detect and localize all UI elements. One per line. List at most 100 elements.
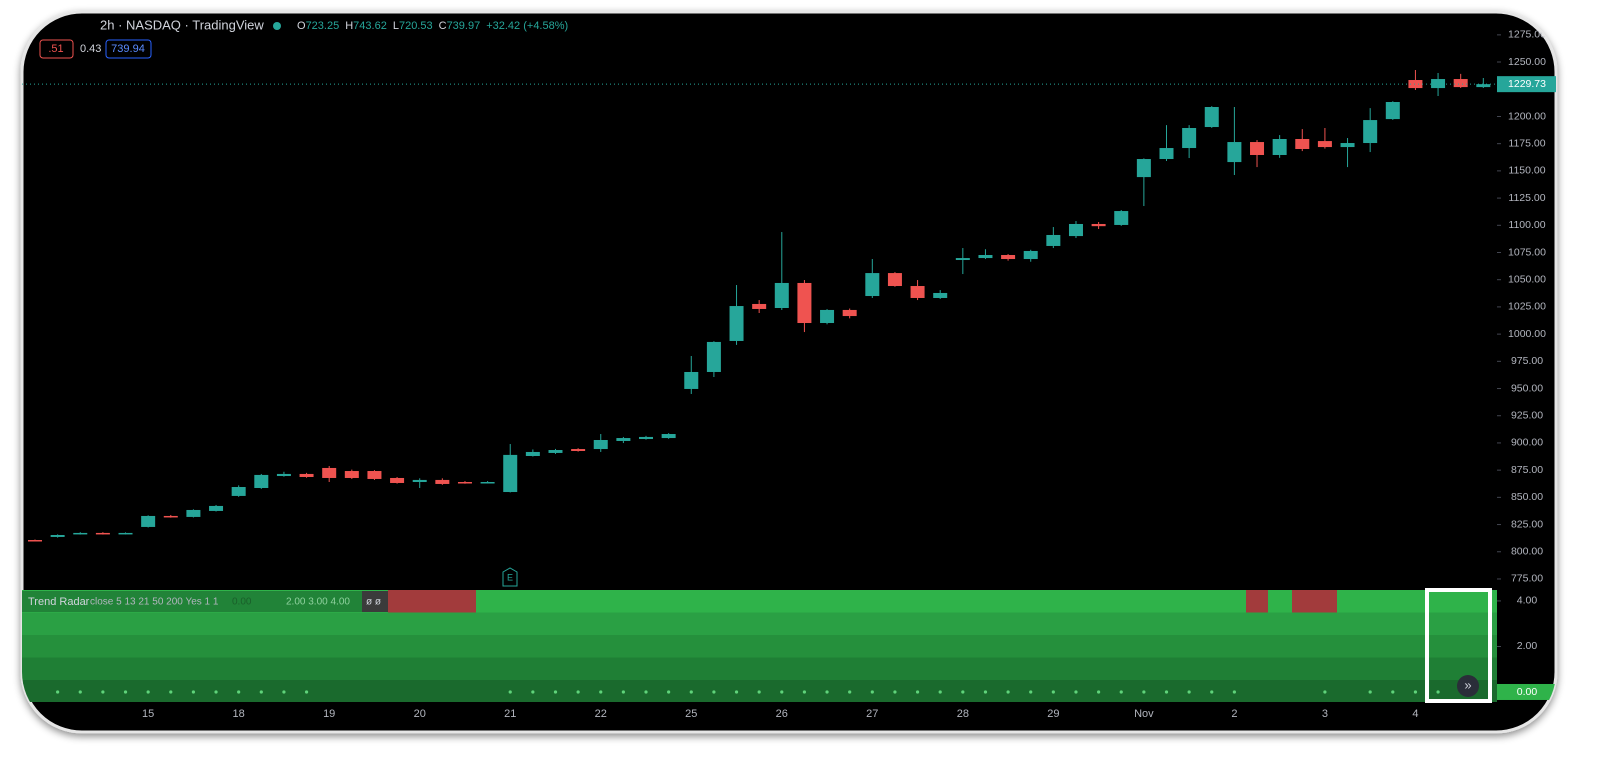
- dot: [870, 690, 874, 694]
- ohlc-value: 739.97: [447, 20, 481, 32]
- candle-body: [231, 487, 246, 496]
- y-tick-label: 1125.00: [1508, 192, 1545, 204]
- indicator-value: .51: [48, 43, 63, 55]
- dot: [1051, 690, 1055, 694]
- candle-body: [50, 535, 65, 537]
- ohlc-value: 743.62: [353, 20, 387, 32]
- dot: [531, 690, 535, 694]
- dot: [1391, 690, 1395, 694]
- x-tick-label: 21: [504, 708, 516, 720]
- dot: [553, 690, 558, 694]
- indicator-level: 0.00: [232, 597, 252, 608]
- candle-body: [435, 479, 450, 484]
- indicator-value: 739.94: [111, 43, 145, 55]
- y-tick-label: 950.00: [1511, 382, 1543, 394]
- candle-body: [593, 440, 608, 450]
- highlight-box: [1425, 588, 1492, 703]
- x-tick-label: 3: [1322, 708, 1328, 720]
- x-tick-label: 20: [414, 708, 426, 720]
- y-tick-label: 1050.00: [1508, 273, 1546, 285]
- dot: [893, 690, 897, 694]
- dot: [282, 690, 286, 694]
- x-tick-label: 29: [1047, 708, 1059, 720]
- candle-body: [1136, 159, 1151, 178]
- dot: [734, 690, 739, 694]
- indicator-panel: » Trend Radar close 5 13 21 50 200 Yes 1…: [22, 588, 1497, 703]
- candle-body: [412, 479, 427, 483]
- candle-body: [616, 438, 631, 441]
- y-tick-label: 825.00: [1511, 518, 1543, 530]
- dot: [915, 690, 920, 694]
- indicator-flags: ø ø: [366, 597, 381, 608]
- y-tick-label: 1150.00: [1508, 165, 1545, 177]
- dot: [689, 690, 693, 694]
- candle-body: [1046, 234, 1061, 246]
- candle-body: [344, 471, 359, 478]
- y-tick-label: 1250.00: [1508, 56, 1546, 68]
- dot: [1232, 690, 1236, 694]
- y-tick-label: 875.00: [1511, 464, 1543, 476]
- svg-text:»: »: [1464, 677, 1471, 692]
- dot: [961, 690, 965, 694]
- content: » Trend Radar close 5 13 21 50 200 Yes 1…: [22, 17, 1556, 720]
- candle-body: [1114, 211, 1129, 225]
- dot: [1164, 690, 1169, 694]
- y-tick-label: 975.00: [1511, 355, 1543, 367]
- candle-body: [367, 471, 382, 479]
- indicator-name: Trend Radar: [28, 596, 90, 608]
- candle-body: [797, 282, 812, 324]
- ohlc-key: O: [297, 20, 306, 32]
- earnings-marker[interactable]: E: [502, 567, 518, 587]
- candle-body: [1295, 138, 1310, 150]
- dot: [1029, 690, 1033, 694]
- dot: [757, 690, 761, 694]
- dot: [78, 690, 82, 694]
- candle-body: [887, 273, 902, 287]
- y-tick-label: 925.00: [1511, 410, 1543, 422]
- dot: [1119, 690, 1123, 694]
- dot: [938, 690, 942, 694]
- x-tick-label: 15: [142, 708, 154, 720]
- candle-body: [299, 473, 314, 478]
- x-tick-label: 4: [1412, 708, 1418, 720]
- candle-body: [95, 532, 110, 535]
- candle-body: [28, 540, 42, 542]
- dot: [825, 690, 829, 694]
- candle-body: [1385, 101, 1400, 120]
- candle-body: [1453, 79, 1468, 88]
- y-tick-label: 775.00: [1511, 573, 1543, 585]
- ohlc-key: L: [393, 20, 399, 32]
- dot: [983, 690, 988, 694]
- candle-body: [1159, 148, 1174, 160]
- dot: [214, 690, 218, 694]
- x-tick-label: 28: [957, 708, 969, 720]
- scroll-button[interactable]: [1457, 675, 1479, 697]
- x-tick-label: 18: [233, 708, 245, 720]
- dot: [644, 690, 648, 694]
- candle-body: [706, 341, 721, 372]
- candle-body: [1250, 142, 1265, 155]
- dot: [1323, 690, 1327, 694]
- x-tick-label: Nov: [1134, 708, 1154, 720]
- candle-body: [1068, 223, 1083, 237]
- ohlc-change: +32.42 (+4.58%): [486, 20, 568, 32]
- y-tick-label: 1025.00: [1508, 301, 1546, 313]
- y-tick-label: 900.00: [1511, 437, 1543, 449]
- dot: [304, 690, 309, 694]
- candle-body: [141, 515, 156, 527]
- candle-body: [639, 436, 654, 440]
- candle-body: [955, 258, 970, 261]
- candle-body: [978, 255, 993, 259]
- dot: [1142, 690, 1146, 694]
- dot: [1436, 690, 1440, 694]
- dot: [169, 690, 173, 694]
- y-tick-label: 1000.00: [1508, 328, 1546, 340]
- candle-body: [322, 467, 337, 478]
- y-tick-label: 1275.00: [1508, 29, 1546, 41]
- dot: [259, 690, 263, 694]
- candle-body: [684, 371, 699, 389]
- candle-body: [254, 474, 269, 488]
- y-tick-label: 4.00: [1517, 595, 1538, 607]
- dot: [1006, 690, 1010, 694]
- candle-body: [774, 282, 789, 308]
